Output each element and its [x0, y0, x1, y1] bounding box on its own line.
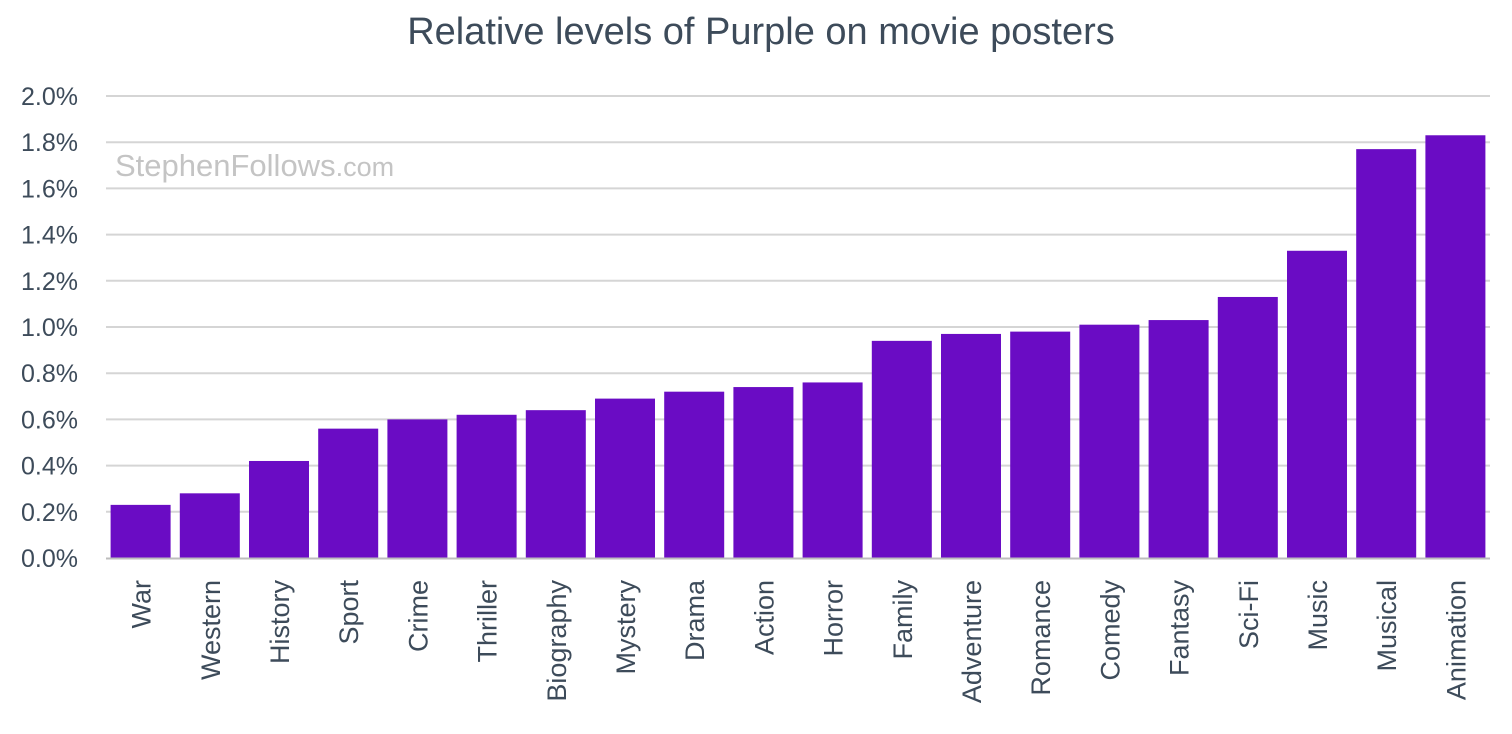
x-tick-label: Action: [749, 580, 779, 655]
y-tick-label: 0.8%: [21, 360, 78, 388]
x-tick-label: Drama: [680, 579, 710, 661]
x-tick-label: Horror: [819, 580, 849, 657]
bar-western: [179, 493, 240, 558]
bar-war: [110, 504, 171, 558]
x-tick-label: Music: [1303, 580, 1333, 651]
x-tick-label: Mystery: [611, 580, 641, 675]
x-tick-label: Animation: [1441, 580, 1471, 700]
y-axis-tick-labels: 0.0% 0.2% 0.4% 0.6% 0.8% 1.0% 1.2% 1.4% 1.6% 1.8%…: [21, 83, 78, 573]
x-tick-label: Fantasy: [1165, 580, 1195, 677]
bar-musical: [1356, 149, 1417, 558]
y-tick-label: 1.2%: [21, 268, 78, 296]
bar-action: [733, 387, 794, 558]
y-tick-label: 1.6%: [21, 175, 78, 203]
bar-mystery: [595, 398, 655, 558]
x-tick-label: Comedy: [1095, 580, 1125, 681]
watermark-name: StephenFollows: [115, 148, 336, 183]
bar-sport: [318, 428, 379, 558]
bar-drama: [664, 391, 725, 558]
bar-adventure: [941, 333, 1001, 558]
x-tick-label: Family: [888, 580, 918, 660]
y-tick-label: 0.2%: [21, 499, 78, 527]
bar-romance: [1010, 331, 1071, 558]
bar-family: [871, 340, 932, 558]
y-tick-label: 0.6%: [21, 406, 78, 434]
bar-crime: [387, 419, 448, 558]
bars: [110, 135, 1486, 558]
watermark-suffix: .com: [336, 152, 395, 182]
y-tick-label: 1.8%: [21, 129, 78, 157]
y-tick-label: 0.4%: [21, 453, 78, 481]
x-tick-label: Crime: [403, 580, 433, 652]
bar-sci-fi: [1217, 296, 1278, 558]
bar-comedy: [1079, 324, 1140, 558]
bar-biography: [525, 410, 586, 558]
x-tick-label: Adventure: [957, 580, 987, 703]
bar-music: [1287, 250, 1347, 558]
watermark: StephenFollows.com: [115, 148, 394, 183]
bar-thriller: [456, 414, 517, 558]
x-tick-label: Romance: [1026, 580, 1056, 696]
x-tick-label: Biography: [542, 580, 572, 702]
x-tick-label: Sport: [334, 580, 364, 645]
y-tick-label: 2.0%: [21, 83, 78, 111]
y-tick-label: 1.4%: [21, 222, 78, 250]
x-tick-label: War: [127, 580, 157, 629]
x-tick-label: Sci-Fi: [1234, 580, 1264, 649]
x-tick-label: History: [265, 580, 295, 665]
bar-horror: [802, 382, 863, 558]
x-axis-tick-labels: War Western History Sport Crime Thriller Biogr…: [127, 579, 1472, 703]
bar-history: [249, 460, 309, 558]
x-tick-label: Thriller: [473, 580, 503, 663]
bar-animation: [1425, 135, 1486, 558]
y-tick-label: 0.0%: [21, 545, 78, 573]
x-tick-label: Musical: [1372, 580, 1402, 672]
y-tick-label: 1.0%: [21, 314, 78, 342]
bar-fantasy: [1148, 320, 1209, 558]
x-tick-label: Western: [196, 580, 226, 680]
chart-title: Relative levels of Purple on movie poste…: [407, 11, 1115, 53]
